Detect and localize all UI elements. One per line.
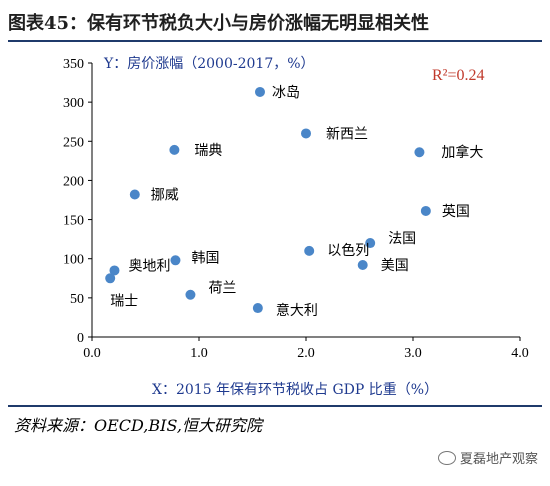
chart-title: 图表45：保有环节税负大小与房价涨幅无明显相关性 — [8, 13, 430, 34]
y-tick-label: 0 — [77, 331, 84, 346]
chart-axes — [88, 62, 521, 341]
point-label: 奥地利 — [128, 257, 170, 274]
data-point — [254, 86, 265, 97]
point-label: 韩国 — [191, 250, 219, 266]
watermark: 夏磊地产观察 — [437, 448, 538, 467]
data-point — [185, 289, 196, 300]
x-tick-label: 1.0 — [190, 346, 208, 361]
point-label: 冰岛 — [272, 85, 300, 101]
point-label: 以色列 — [327, 242, 369, 259]
r-squared-annotation: R²=0.24 — [432, 67, 485, 84]
point-label: 瑞典 — [194, 143, 222, 159]
data-point — [365, 238, 376, 249]
data-point — [129, 189, 140, 200]
data-point — [252, 303, 263, 314]
point-label: 法国 — [388, 231, 416, 247]
source-divider — [8, 405, 542, 407]
point-label: 美国 — [381, 258, 409, 274]
data-point — [170, 255, 181, 266]
data-points — [105, 86, 431, 314]
point-labels: 冰岛新西兰加拿大 瑞典挪威英国法国以色列 韩国美国 奥地利瑞士 荷兰意大利 — [110, 85, 483, 319]
data-point — [109, 265, 120, 276]
data-point — [304, 245, 315, 256]
x-axis-title: X：2015 年保有环节税收占 GDP 比重（%） — [152, 382, 438, 398]
point-label: 瑞士 — [110, 293, 138, 309]
y-tick-label: 100 — [63, 253, 84, 268]
point-label: 英国 — [442, 203, 470, 220]
y-tick-label: 300 — [63, 96, 84, 111]
wechat-icon — [437, 450, 456, 465]
x-tick-label: 3.0 — [404, 346, 422, 361]
data-point — [357, 259, 368, 270]
y-tick-label: 150 — [63, 214, 84, 229]
point-label: 挪威 — [151, 188, 179, 204]
x-tick-label: 4.0 — [511, 346, 529, 361]
x-tick-label: 2.0 — [297, 346, 315, 361]
x-tick-label: 0.0 — [83, 346, 101, 361]
y-tick-label: 200 — [63, 174, 84, 189]
data-point — [169, 144, 180, 155]
point-label: 意大利 — [276, 302, 318, 319]
source-note: 资料来源：OECD,BIS,恒大研究院 — [14, 416, 262, 435]
point-label: 加拿大 — [441, 144, 483, 161]
data-point — [414, 147, 425, 158]
title-divider — [8, 40, 542, 42]
data-point — [301, 128, 311, 139]
tick-labels: 0 50 100 150 200 250 300 350 0.0 1.0 2.0 3.0 4.0 — [63, 57, 529, 361]
watermark-text: 夏磊地产观察 — [459, 452, 538, 467]
data-point — [105, 273, 116, 284]
y-tick-label: 50 — [70, 292, 84, 307]
y-axis-title: Y：房价涨幅（2000-2017，%） — [103, 56, 315, 72]
data-point — [420, 205, 431, 216]
point-label: 新西兰 — [326, 126, 368, 142]
y-tick-label: 250 — [63, 135, 84, 150]
point-label: 荷兰 — [208, 281, 236, 297]
scatter-chart: 0 50 100 150 200 250 300 350 0.0 1.0 2.0 3.0 4.0 冰岛新… — [63, 56, 529, 398]
y-tick-label: 350 — [63, 57, 84, 72]
